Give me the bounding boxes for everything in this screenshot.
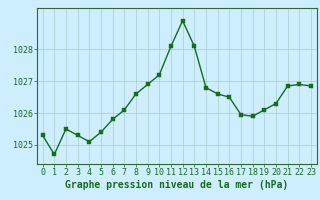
X-axis label: Graphe pression niveau de la mer (hPa): Graphe pression niveau de la mer (hPa) xyxy=(65,180,288,190)
